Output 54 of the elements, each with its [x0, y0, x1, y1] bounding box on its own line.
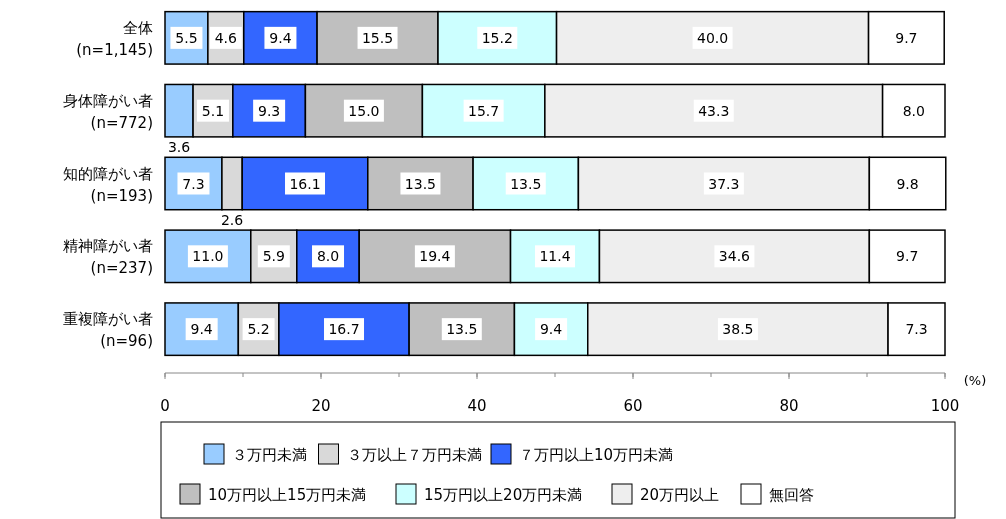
x-tick-label: 20	[311, 397, 331, 415]
legend-label: 10万円以上15万円未満	[208, 486, 367, 504]
data-label: 7.3	[182, 175, 205, 192]
legend-label: ３万以上７万円未満	[346, 446, 482, 464]
data-label: 11.4	[539, 248, 571, 265]
data-label: 5.2	[247, 321, 270, 338]
data-label: 43.3	[698, 102, 730, 119]
data-label: 11.0	[192, 248, 224, 265]
data-label: 16.1	[289, 175, 321, 192]
x-axis-title: (%)	[963, 373, 987, 388]
x-tick-label: 0	[160, 397, 170, 415]
data-label: 15.5	[361, 29, 394, 46]
data-label: 13.5	[510, 175, 542, 192]
y-tick-label: 知的障がい者 (n=193)	[63, 164, 153, 205]
data-label: 40.0	[696, 29, 729, 46]
data-label: 37.3	[708, 175, 740, 192]
data-label: 19.4	[419, 248, 451, 265]
data-label: 38.5	[722, 321, 754, 338]
data-label: 34.6	[718, 248, 751, 265]
legend-label: ７万円以上10万円未満	[519, 446, 674, 464]
legend-label: ３万円未満	[232, 446, 307, 464]
x-tick-label: 60	[623, 397, 643, 415]
y-tick-label: 全体 (n=1,145)	[76, 18, 153, 59]
data-label: 9.4	[539, 321, 563, 338]
data-label: 9.3	[258, 102, 281, 119]
data-label: 7.3	[905, 321, 928, 338]
data-label: 15.7	[468, 102, 500, 119]
data-label: 8.0	[902, 102, 925, 119]
data-label: 5.1	[201, 102, 225, 119]
data-label: 9.4	[190, 321, 213, 338]
data-label: 13.5	[404, 175, 437, 192]
legend-label: 20万円以上	[640, 486, 720, 504]
x-tick-label: 80	[779, 397, 799, 415]
data-label: 3.6	[167, 138, 191, 155]
data-label: 15.0	[348, 102, 380, 119]
y-tick-label: 身体障がい者 (n=772)	[63, 91, 153, 132]
x-tick-label: 100	[930, 397, 960, 415]
data-label: 9.7	[896, 248, 919, 265]
data-label: 9.8	[896, 175, 919, 192]
y-tick-label: 重複障がい者 (n=96)	[63, 310, 153, 351]
legend-label: 無回答	[769, 486, 814, 504]
data-label: 9.7	[895, 29, 918, 46]
data-label: 2.6	[220, 211, 244, 228]
data-label: 4.6	[214, 29, 238, 46]
data-label: 16.7	[328, 321, 360, 338]
data-label: 15.2	[481, 29, 513, 46]
data-label: 5.9	[262, 248, 285, 265]
data-label: 9.4	[269, 29, 292, 46]
data-label: 13.5	[446, 321, 478, 338]
y-tick-label: 精神障がい者 (n=237)	[63, 237, 153, 278]
data-label: 8.0	[316, 248, 340, 265]
data-label: 5.5	[175, 29, 198, 46]
legend-label: 15万円以上20万円未満	[424, 486, 583, 504]
x-tick-label: 40	[467, 397, 487, 415]
